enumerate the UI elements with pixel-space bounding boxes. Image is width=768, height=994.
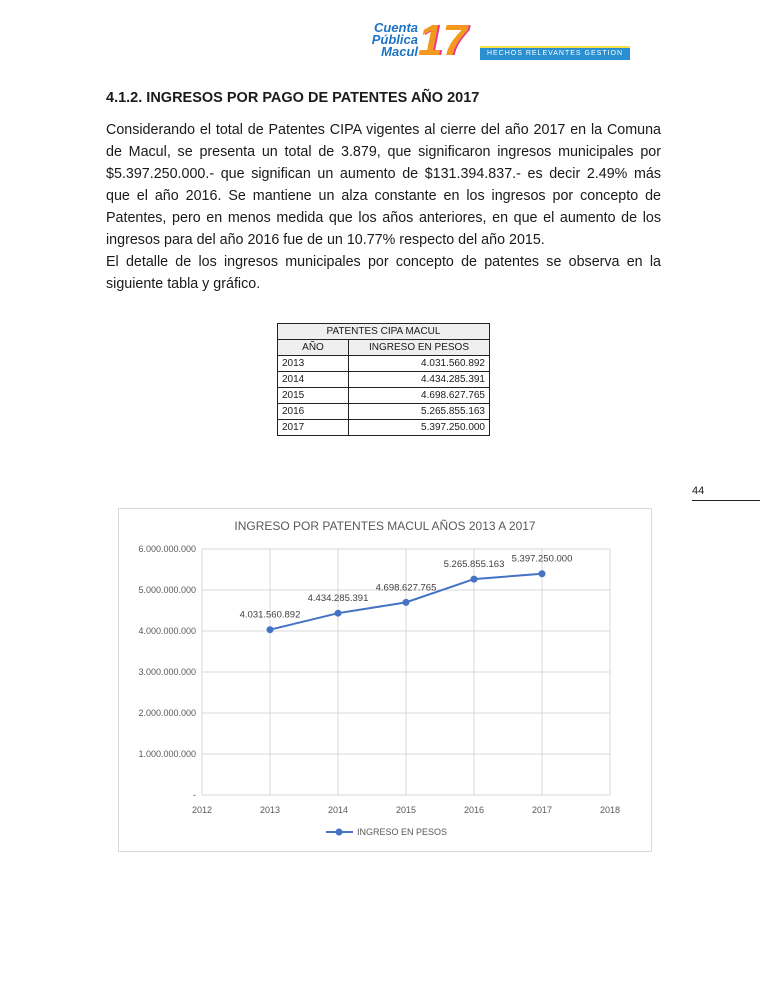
cell-year: 2017	[277, 419, 349, 436]
cell-year: 2015	[277, 387, 349, 404]
table-row: 2013 4.031.560.892	[277, 355, 490, 372]
table-row: 2017 5.397.250.000	[277, 419, 490, 436]
cell-income: 4.698.627.765	[348, 387, 490, 404]
table-title: PATENTES CIPA MACUL	[277, 323, 490, 340]
x-tick-label: 2012	[192, 805, 212, 815]
data-label: 4.031.560.892	[240, 610, 301, 621]
table-row: 2016 5.265.855.163	[277, 403, 490, 420]
data-point	[402, 598, 410, 606]
y-tick-label: 1.000.000.000	[138, 749, 196, 759]
cell-income: 4.434.285.391	[348, 371, 490, 388]
paragraph-2: El detalle de los ingresos municipales p…	[106, 254, 661, 292]
chart-svg: INGRESO POR PATENTES MACUL AÑOS 2013 A 2…	[138, 519, 620, 837]
x-tick-label: 2014	[328, 805, 348, 815]
data-label: 5.397.250.000	[512, 554, 573, 565]
data-point	[538, 570, 546, 578]
data-label: 4.434.285.391	[308, 593, 369, 604]
y-tick-label: 6.000.000.000	[138, 544, 196, 554]
cell-year: 2013	[277, 355, 349, 372]
income-chart: INGRESO POR PATENTES MACUL AÑOS 2013 A 2…	[118, 508, 652, 852]
data-point	[334, 609, 342, 617]
header-banner: HECHOS RELEVANTES GESTION 2017	[480, 46, 630, 69]
x-tick-label: 2018	[600, 805, 620, 815]
x-tick-label: 2013	[260, 805, 280, 815]
table-row: 2015 4.698.627.765	[277, 387, 490, 404]
x-tick-label: 2015	[396, 805, 416, 815]
cell-income: 5.265.855.163	[348, 403, 490, 420]
cell-income: 4.031.560.892	[348, 355, 490, 372]
cell-year: 2016	[277, 403, 349, 420]
table-row: 2014 4.434.285.391	[277, 371, 490, 388]
cell-year: 2014	[277, 371, 349, 388]
paragraph-1: Considerando el total de Patentes CIPA v…	[106, 122, 661, 248]
section-title: 4.1.2. INGRESOS POR PAGO DE PATENTES AÑO…	[106, 90, 480, 106]
x-tick-label: 2016	[464, 805, 484, 815]
chart-title: INGRESO POR PATENTES MACUL AÑOS 2013 A 2…	[234, 519, 536, 533]
legend-marker	[335, 828, 343, 836]
patentes-table: PATENTES CIPA MACUL AÑO INGRESO EN PESOS …	[277, 323, 490, 436]
y-tick-label: 4.000.000.000	[138, 626, 196, 636]
data-label: 5.265.855.163	[444, 559, 505, 570]
y-tick-label: 5.000.000.000	[138, 585, 196, 595]
x-tick-label: 2017	[532, 805, 552, 815]
y-tick-label: 3.000.000.000	[138, 667, 196, 677]
data-label: 4.698.627.765	[376, 582, 437, 593]
header-year: AÑO	[277, 339, 349, 356]
page-number: 44	[692, 485, 760, 501]
y-tick-label: -	[193, 790, 196, 800]
y-tick-label: 2.000.000.000	[138, 708, 196, 718]
data-point	[266, 626, 274, 634]
legend-label: INGRESO EN PESOS	[357, 827, 447, 837]
cuenta-publica-logo: Cuenta Pública Macul 17	[371, 16, 467, 65]
cell-income: 5.397.250.000	[348, 419, 490, 436]
data-point	[470, 575, 478, 583]
header-income: INGRESO EN PESOS	[348, 339, 490, 356]
